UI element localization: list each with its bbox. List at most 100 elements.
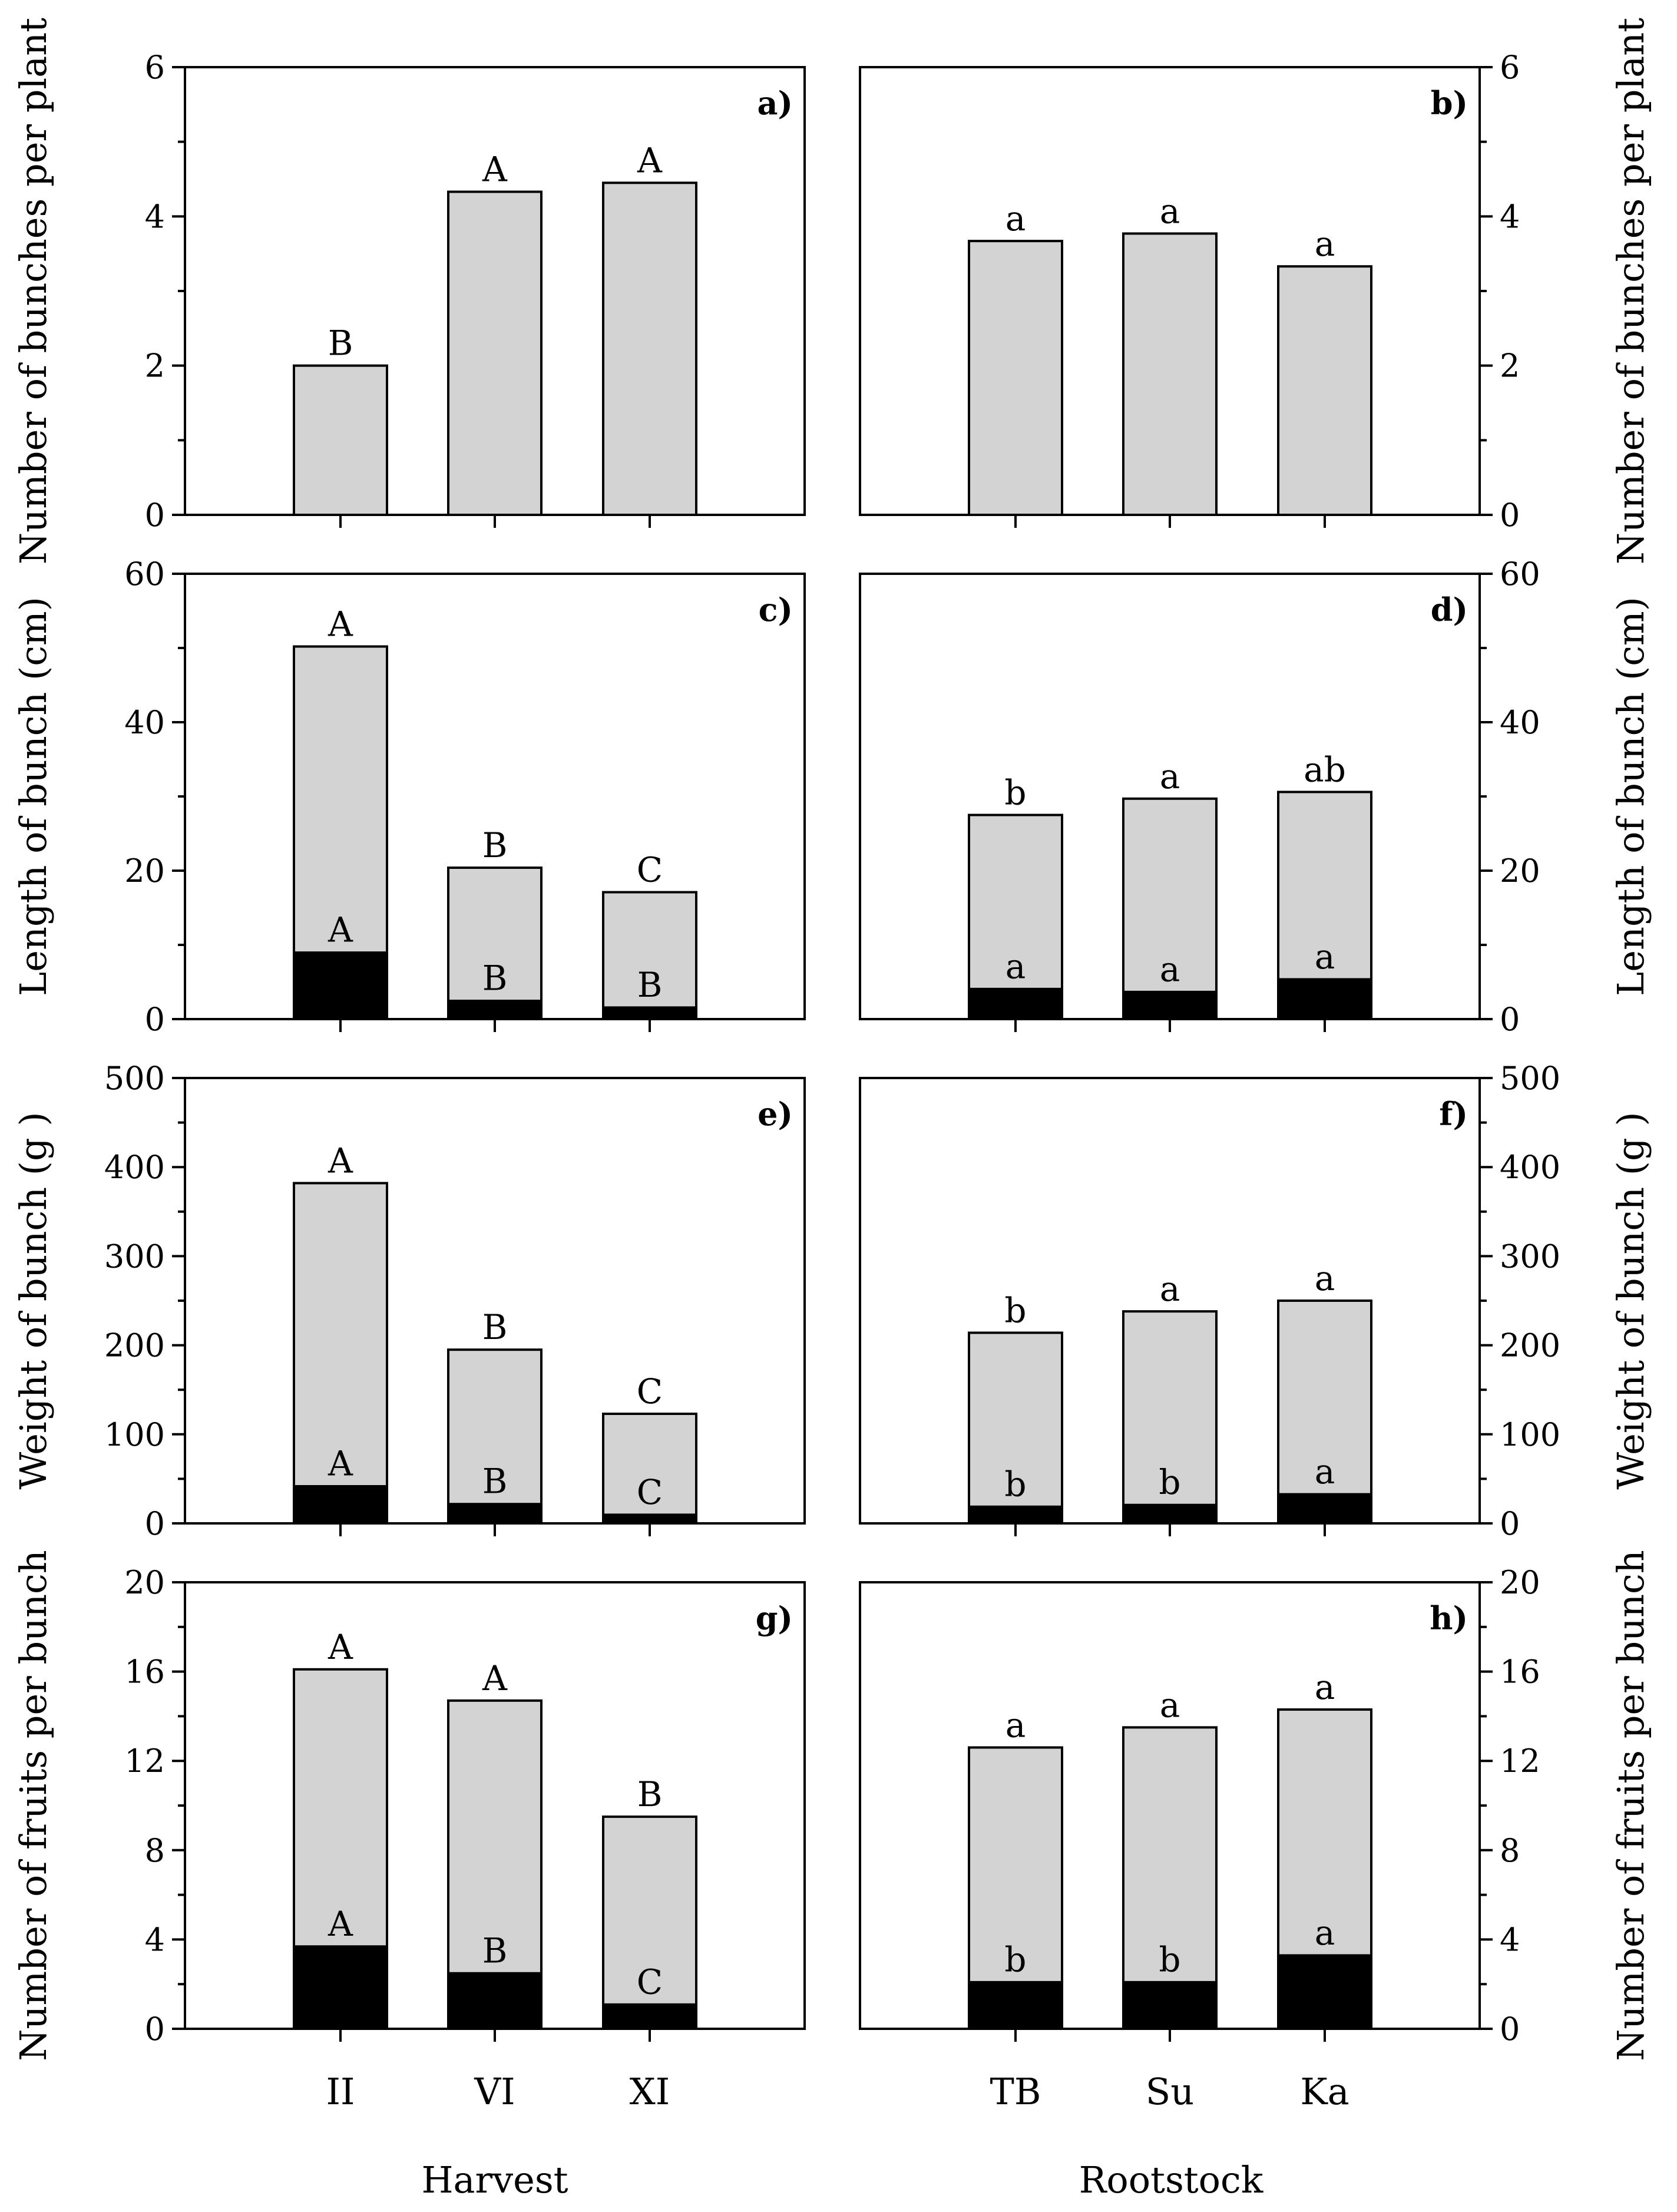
significance-letter-component: a [1005, 946, 1026, 986]
bar-component-ii [293, 1945, 388, 2030]
y-tick-label: 12 [124, 1743, 165, 1780]
y-axis-title: Number of bunches per plant [1609, 18, 1652, 564]
significance-letter-total: b [1004, 773, 1026, 813]
significance-letter-component: B [482, 1930, 508, 1970]
y-axis-title: Weight of bunch (g ) [12, 1112, 55, 1489]
bar-component-tb [968, 1505, 1063, 1525]
significance-letter-total: B [637, 1774, 663, 1814]
significance-letter-total: a [1315, 1258, 1335, 1298]
y-tick-label: 0 [145, 497, 165, 534]
significance-letter-total: a [1315, 1667, 1335, 1707]
significance-letter-total: a [1005, 199, 1026, 239]
bar-total-vi [447, 866, 543, 1020]
y-tick-label: 200 [104, 1327, 165, 1364]
significance-letter-total: B [328, 323, 353, 363]
significance-letter-component: a [1315, 1913, 1335, 1953]
y-tick-label: 0 [145, 2011, 165, 2048]
y-tick-label: 20 [1500, 1564, 1540, 1601]
bar-total-xi [602, 181, 697, 517]
bar-total-ii [293, 364, 388, 517]
y-tick-label: 40 [1500, 704, 1540, 741]
bar-component-tb [968, 987, 1063, 1020]
x-category-label: Su [1146, 2070, 1194, 2113]
y-tick-label: 20 [124, 1564, 165, 1601]
y-tick-label: 300 [104, 1238, 165, 1275]
y-tick-label: 2 [1500, 348, 1520, 385]
y-tick-label: 16 [124, 1654, 165, 1691]
significance-letter-component: a [1160, 949, 1180, 989]
panel-label-h: h) [1430, 1599, 1468, 1637]
panel-a: B A A 0 2 4 6 a) Number of bunches per plant [12, 18, 806, 564]
bar-total-tb [968, 240, 1063, 516]
x-axis-title-rootstock: Rootstock [1079, 2158, 1263, 2201]
panel-label-b: b) [1431, 84, 1468, 122]
significance-letter-component: C [637, 1472, 663, 1512]
bar-component-su [1122, 1503, 1218, 1525]
y-tick-label: 4 [145, 1921, 165, 1958]
y-tick-label: 12 [1500, 1743, 1540, 1780]
y-tick-label: 0 [1500, 2011, 1520, 2048]
y-tick-label: 500 [1500, 1060, 1560, 1097]
panel-f: b a a b b a 0 100 200 300 400 500 f) Weight of bunch … [859, 1060, 1652, 1542]
bar-component-vi [447, 1503, 543, 1525]
significance-letter-total: B [482, 825, 508, 865]
x-axis-title-harvest: Harvest [421, 2158, 568, 2201]
significance-letter-component: b [1004, 1939, 1026, 1979]
y-tick-label: 0 [145, 1505, 165, 1542]
significance-letter-total: A [482, 150, 508, 190]
y-tick-label: 20 [1500, 852, 1540, 890]
significance-letter-total: A [637, 140, 663, 180]
significance-letter-total: a [1160, 1269, 1180, 1309]
x-category-label: VI [474, 2070, 515, 2113]
bar-total-vi [447, 190, 543, 516]
significance-letter-component: A [328, 1904, 353, 1944]
panel-label-a: a) [757, 84, 793, 122]
bar-total-ii [293, 1182, 388, 1525]
y-tick-label: 200 [1500, 1327, 1560, 1364]
bar-total-su [1122, 797, 1218, 1021]
significance-letter-component: b [1159, 1462, 1180, 1502]
panel-label-d: d) [1431, 591, 1468, 629]
bar-component-su [1122, 1980, 1218, 2030]
bar-total-tb [968, 1331, 1063, 1525]
significance-letter-total: B [482, 1307, 508, 1347]
x-category-label: TB [990, 2070, 1041, 2113]
significance-letter-total: A [328, 604, 353, 644]
bar-component-xi [602, 2003, 697, 2030]
bar-component-ka [1277, 1954, 1372, 2030]
significance-letter-total: C [637, 850, 663, 890]
bar-total-tb [968, 814, 1063, 1020]
bar-total-su [1122, 232, 1218, 516]
panel-g: A A B A B C 0 4 8 12 16 20 II VI XI g) Number of fruits … [12, 1550, 806, 2113]
y-tick-label: 2 [145, 348, 165, 385]
bar-component-xi [602, 1006, 697, 1020]
significance-letter-total: a [1315, 224, 1335, 264]
bar-component-tb [968, 1980, 1063, 2030]
panel-b: a a a 0 2 4 6 b) Number of bunches per plant [859, 18, 1652, 564]
significance-letter-component: C [637, 1962, 663, 2002]
bar-component-ka [1277, 978, 1372, 1020]
significance-letter-component: A [328, 1443, 353, 1483]
y-tick-label: 100 [104, 1416, 165, 1453]
y-tick-label: 60 [124, 556, 165, 593]
significance-letter-total: ab [1304, 749, 1346, 789]
significance-letter-total: A [328, 1140, 353, 1181]
bar-total-su [1122, 1726, 1218, 2031]
panel-d: b a ab a a a 0 20 40 60 d) Length of bunch (cm) [859, 556, 1652, 1038]
y-tick-label: 0 [1500, 1505, 1520, 1542]
y-tick-label: 20 [124, 852, 165, 890]
panel-label-g: g) [756, 1599, 793, 1637]
y-tick-label: 300 [1500, 1238, 1560, 1275]
y-tick-label: 0 [1500, 497, 1520, 534]
y-tick-label: 40 [124, 704, 165, 741]
panel-label-c: c) [759, 591, 793, 629]
bar-component-su [1122, 990, 1218, 1020]
significance-letter-total: A [482, 1658, 508, 1698]
y-tick-label: 0 [145, 1001, 165, 1038]
significance-letter-total: C [637, 1371, 663, 1411]
significance-letter-total: a [1160, 1685, 1180, 1725]
significance-letter-component: B [482, 1462, 508, 1502]
y-axis-title: Number of bunches per plant [12, 18, 55, 564]
significance-letter-component: B [637, 965, 663, 1005]
